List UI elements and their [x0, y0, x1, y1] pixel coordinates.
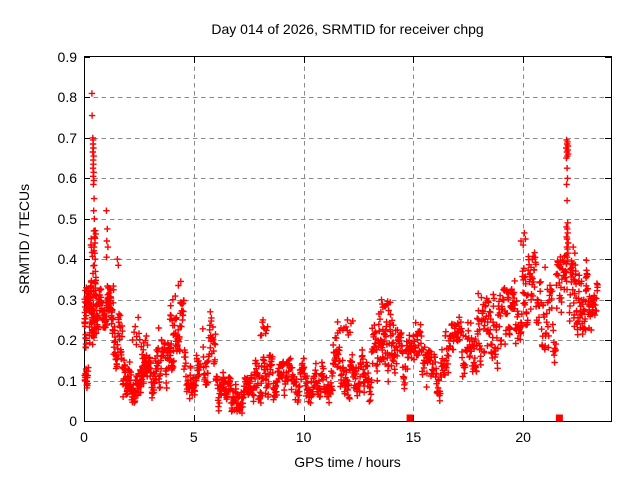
y-tick-label: 0 — [69, 413, 77, 429]
x-tick-label: 5 — [189, 429, 198, 445]
y-tick-label: 0.6 — [57, 170, 77, 187]
y-tick-label: 0.1 — [57, 372, 77, 389]
y-tick-label: 0.2 — [57, 332, 77, 349]
y-tick-label: 0.9 — [57, 49, 77, 65]
x-tick-label: 0 — [80, 429, 88, 445]
y-tick-label: 0.8 — [57, 89, 77, 106]
x-tick-label: 15 — [405, 429, 422, 445]
y-tick-label: 0.3 — [57, 291, 77, 308]
scatter-points — [81, 90, 601, 417]
zero-square-marker — [406, 414, 414, 422]
x-tick-label: 20 — [515, 429, 531, 445]
y-tick-label: 0.5 — [57, 210, 77, 227]
y-tick-label: 0.7 — [57, 129, 77, 146]
x-tick-label: 10 — [295, 429, 312, 445]
y-tick-label: 0.4 — [57, 251, 77, 268]
x-axis-label: GPS time / hours — [294, 454, 401, 470]
zero-square-marker — [555, 414, 563, 422]
plot-border — [84, 56, 612, 422]
chart-title: Day 014 of 2026, SRMTID for receiver chp… — [211, 21, 484, 37]
